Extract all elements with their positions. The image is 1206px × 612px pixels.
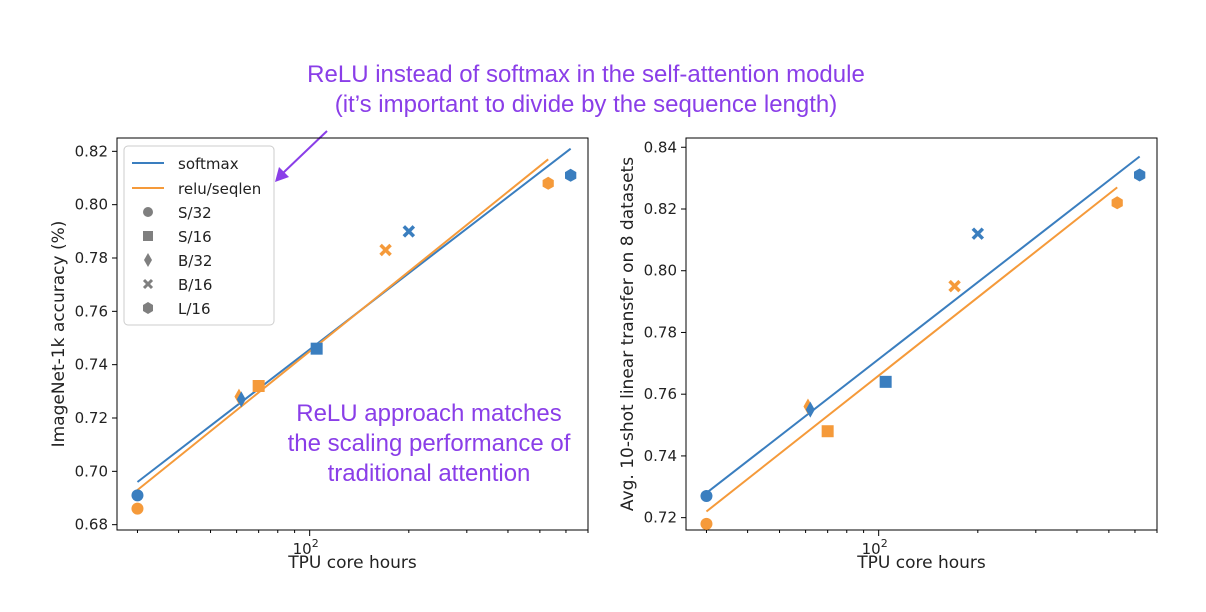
point-softmax-s32 bbox=[131, 489, 144, 502]
legend-marker-hexagon-icon bbox=[143, 302, 153, 314]
annotation-title-line2: (it’s important to divide by the sequenc… bbox=[335, 91, 838, 118]
point-relu-seqlen-b16 bbox=[948, 279, 961, 293]
point-softmax-b16 bbox=[971, 227, 985, 240]
point-softmax-b16-stroke-b bbox=[971, 227, 985, 240]
point-relu-seqlen-s32 bbox=[131, 502, 144, 515]
legend: softmax relu/seqlen S/32 S/16 B/32 B/16 … bbox=[123, 145, 275, 326]
legend-s32-label: S/32 bbox=[178, 204, 212, 222]
legend-softmax-label: softmax bbox=[178, 155, 239, 173]
point-relu-seqlen-s16 bbox=[821, 425, 834, 438]
y-tick-label: 0.70 bbox=[75, 462, 108, 480]
y-tick-label: 0.76 bbox=[75, 302, 108, 320]
y-tick-label: 0.74 bbox=[75, 356, 108, 374]
fit-line-relu-seqlen bbox=[136, 158, 549, 491]
legend-l16-label: L/16 bbox=[178, 300, 211, 318]
legend-relu-label: relu/seqlen bbox=[178, 180, 261, 198]
plot-frame-transfer bbox=[685, 137, 1158, 531]
y-tick-label: 0.68 bbox=[75, 516, 108, 534]
point-softmax-l16 bbox=[565, 168, 577, 182]
point-relu-seqlen-l16 bbox=[1111, 196, 1123, 210]
point-softmax-s32 bbox=[700, 490, 713, 503]
point-softmax-b16 bbox=[402, 225, 416, 238]
y-tick-label: 0.80 bbox=[75, 196, 108, 214]
annotation-result-line3: traditional attention bbox=[328, 460, 531, 487]
y-axis-label: ImageNet-1k accuracy (%) bbox=[49, 221, 69, 448]
y-tick-label: 0.78 bbox=[644, 323, 677, 341]
point-relu-seqlen-b16-stroke-b bbox=[379, 243, 392, 257]
point-softmax-l16 bbox=[1134, 168, 1146, 182]
y-tick-label: 0.72 bbox=[75, 409, 108, 427]
legend-b16-label: B/16 bbox=[178, 276, 212, 294]
point-softmax-s16 bbox=[310, 342, 323, 355]
point-relu-seqlen-s16 bbox=[252, 380, 265, 392]
point-relu-seqlen-l16 bbox=[542, 176, 554, 190]
point-relu-seqlen-s32 bbox=[700, 517, 713, 530]
legend-frame bbox=[123, 145, 275, 326]
x-axis-label: TPU core hours bbox=[856, 553, 986, 573]
point-relu-seqlen-b16 bbox=[379, 243, 392, 257]
plot-frame-imagenet bbox=[116, 137, 589, 531]
point-softmax-s16 bbox=[879, 375, 892, 388]
annotation-title-line1: ReLU instead of softmax in the self-atte… bbox=[307, 61, 865, 88]
y-tick-label: 0.78 bbox=[75, 249, 108, 267]
x-axis-label: TPU core hours bbox=[287, 553, 417, 573]
legend-marker-x-icon bbox=[142, 278, 154, 290]
legend-marker-diamond-icon bbox=[144, 253, 152, 267]
fit-line-relu-seqlen bbox=[705, 186, 1118, 513]
legend-b32-label: B/32 bbox=[178, 252, 212, 270]
y-tick-label: 0.76 bbox=[644, 385, 677, 403]
point-relu-seqlen-b16-stroke-b bbox=[948, 279, 961, 293]
annotation-result-line2: the scaling performance of bbox=[288, 430, 571, 457]
point-softmax-b32 bbox=[236, 391, 246, 408]
legend-marker-circle-icon bbox=[143, 207, 153, 217]
legend-s16-label: S/16 bbox=[178, 228, 212, 246]
point-softmax-b16-stroke-b bbox=[402, 225, 416, 238]
y-tick-label: 0.82 bbox=[75, 142, 108, 160]
y-tick-label: 0.74 bbox=[644, 447, 677, 465]
annotation-result-line1: ReLU approach matches bbox=[296, 400, 561, 427]
fit-line-softmax bbox=[705, 155, 1141, 494]
y-tick-label: 0.82 bbox=[644, 200, 677, 218]
legend-marker-square-icon bbox=[143, 231, 153, 241]
annotation-arrow bbox=[275, 130, 328, 182]
y-axis-label: Avg. 10-shot linear transfer on 8 datase… bbox=[618, 157, 638, 511]
y-tick-label: 0.80 bbox=[644, 262, 677, 280]
y-tick-label: 0.84 bbox=[644, 138, 677, 156]
point-softmax-b32 bbox=[805, 401, 815, 418]
y-tick-label: 0.72 bbox=[644, 509, 677, 527]
